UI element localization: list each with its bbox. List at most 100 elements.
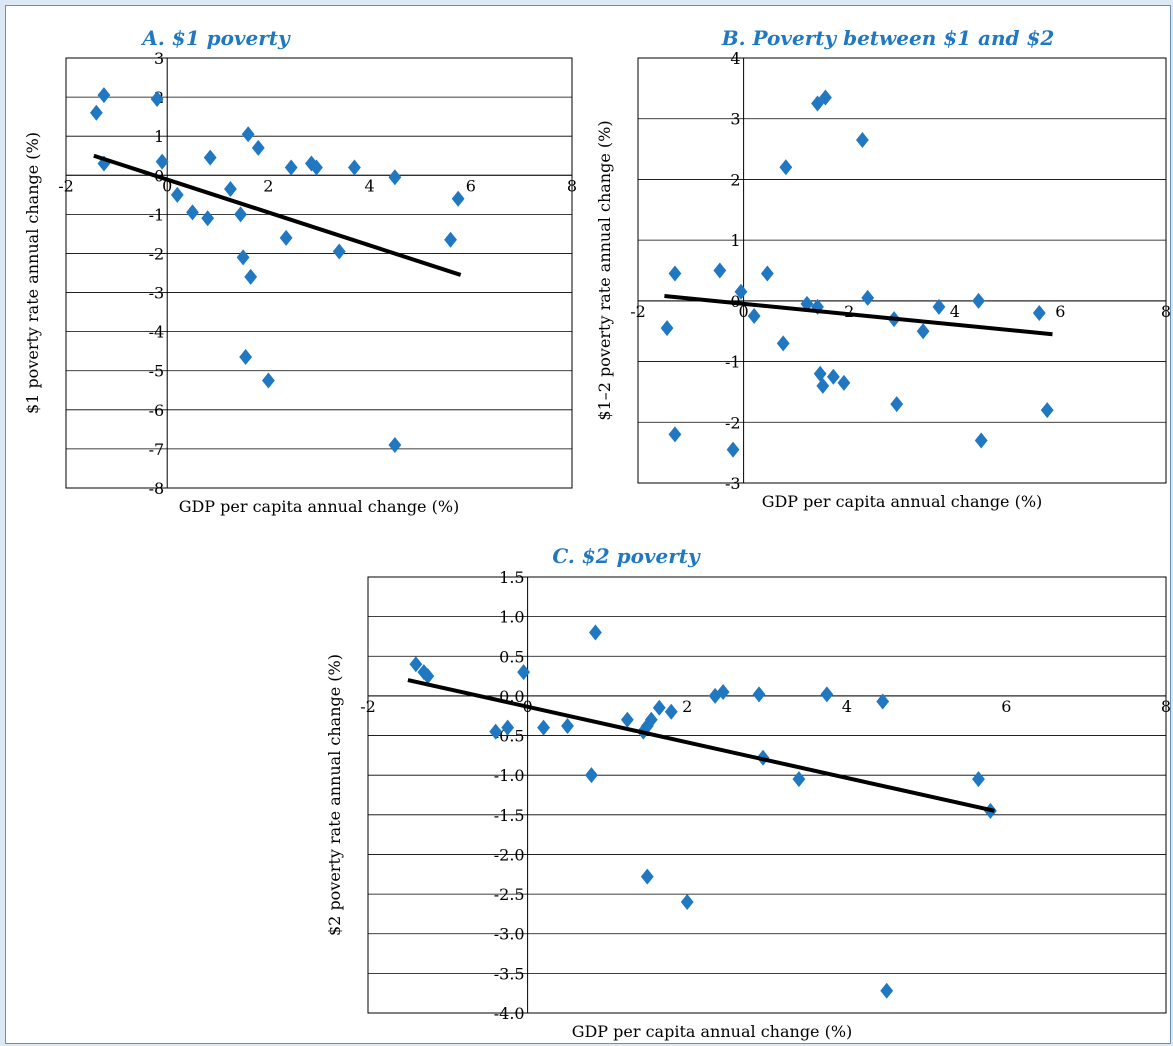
- x-tick-label: -2: [630, 302, 646, 321]
- chart-title: B. Poverty between $1 and $2: [721, 26, 1055, 50]
- data-point: [444, 231, 457, 248]
- data-point: [816, 377, 830, 394]
- data-point: [97, 87, 111, 104]
- data-point: [820, 686, 834, 703]
- y-tick-label: -8: [149, 479, 165, 498]
- data-point: [561, 718, 574, 735]
- y-tick-label: 4: [730, 49, 740, 68]
- trendline: [407, 678, 995, 813]
- data-point: [170, 186, 184, 203]
- y-tick-label: -2.5: [494, 885, 525, 904]
- data-point: [776, 335, 790, 352]
- y-tick-label: -3: [725, 474, 741, 493]
- y-tick-label: -1: [149, 205, 165, 224]
- data-point: [155, 153, 169, 170]
- data-point: [201, 210, 215, 227]
- data-point: [517, 664, 531, 681]
- y-tick-label: -6: [149, 401, 165, 420]
- x-tick-label: 8: [567, 176, 577, 195]
- data-point: [876, 693, 890, 710]
- data-point: [972, 292, 985, 309]
- x-axis-label: GDP per capita annual change (%): [572, 1022, 853, 1041]
- x-tick-label: -2: [58, 176, 74, 195]
- data-point: [779, 159, 793, 176]
- data-point: [660, 320, 674, 337]
- x-tick-label: 2: [844, 302, 854, 321]
- figure-frame: -8 -7 -6 -5 -4 -3 -2 -1 0 1 2 3 -2 0 2 4 6 8 A. $1 poverty…: [5, 5, 1171, 1044]
- x-tick-label: 6: [1001, 697, 1011, 716]
- y-tick-label: 3: [154, 49, 164, 68]
- plot-area: [65, 57, 573, 489]
- y-tick-label: -1.0: [494, 766, 525, 785]
- y-tick-label: -3: [149, 284, 165, 303]
- data-point: [819, 89, 832, 106]
- data-point: [640, 868, 654, 885]
- data-point: [451, 190, 465, 207]
- data-point: [752, 686, 766, 703]
- data-point: [726, 441, 740, 458]
- data-point: [713, 262, 727, 279]
- x-tick-label: 6: [1055, 302, 1065, 321]
- chart-title: C. $2 poverty: [552, 544, 701, 568]
- x-tick-label: 8: [1161, 302, 1171, 321]
- data-point: [251, 139, 265, 156]
- data-point: [664, 703, 678, 720]
- y-tick-label: -5: [149, 362, 165, 381]
- data-point: [856, 131, 869, 148]
- y-tick-label: -7: [149, 440, 165, 459]
- data-point: [680, 894, 694, 911]
- data-point: [890, 396, 904, 413]
- data-point: [837, 374, 851, 391]
- data-point: [241, 126, 255, 143]
- y-tick-label: -4: [149, 323, 165, 342]
- data-point: [589, 624, 602, 641]
- x-tick-label: 4: [365, 176, 375, 195]
- data-point: [652, 699, 666, 716]
- x-tick-label: -2: [360, 697, 376, 716]
- chart-panel-c: -4.0-3.5-3.0-2.5-2.0-1.5-1.0-0.50.00.51.…: [325, 544, 1171, 1041]
- data-point: [332, 243, 346, 260]
- x-tick-label: 8: [1161, 697, 1171, 716]
- x-tick-label: 6: [466, 176, 476, 195]
- y-tick-label: 1.0: [499, 608, 524, 627]
- scatter-charts-figure: -8 -7 -6 -5 -4 -3 -2 -1 0 1 2 3 -2 0 2 4 6 8 A. $1 poverty…: [23, 26, 1171, 1041]
- y-tick-label: 1: [730, 231, 740, 250]
- data-point: [861, 289, 875, 306]
- data-point: [1032, 305, 1046, 321]
- y-axis-label: $1 poverty rate annual change (%): [23, 132, 42, 414]
- data-point: [186, 204, 199, 221]
- y-tick-label: -3.0: [494, 925, 525, 944]
- data-point: [826, 368, 840, 385]
- plot-area: [367, 576, 1167, 1014]
- data-point: [974, 432, 988, 449]
- data-point: [747, 308, 761, 325]
- y-tick-label: 3: [730, 110, 740, 129]
- data-point: [310, 159, 323, 176]
- x-tick-label: 0: [739, 302, 749, 321]
- y-tick-label: -3.5: [494, 964, 525, 983]
- y-tick-label: -1: [725, 353, 741, 372]
- data-point: [792, 771, 806, 788]
- y-tick-label: -2: [725, 413, 741, 432]
- data-point: [89, 104, 103, 121]
- x-tick-label: 4: [950, 302, 960, 321]
- data-point: [668, 265, 682, 282]
- data-point: [244, 268, 258, 285]
- data-point: [236, 249, 250, 266]
- y-tick-label: 0.5: [499, 647, 524, 666]
- y-tick-label: 2: [730, 170, 740, 189]
- trendline: [93, 153, 462, 277]
- data-point: [203, 149, 217, 166]
- data-point: [716, 683, 730, 700]
- data-point: [239, 349, 253, 366]
- data-point: [734, 283, 748, 300]
- data-point: [234, 206, 247, 223]
- y-tick-label: -1.5: [494, 806, 525, 825]
- y-axis-label: $1–2 poverty rate annual change (%): [595, 120, 614, 420]
- x-axis-label: GDP per capita annual change (%): [762, 492, 1043, 511]
- data-point: [284, 159, 298, 176]
- y-tick-label: 1: [154, 127, 164, 146]
- data-point: [388, 169, 402, 186]
